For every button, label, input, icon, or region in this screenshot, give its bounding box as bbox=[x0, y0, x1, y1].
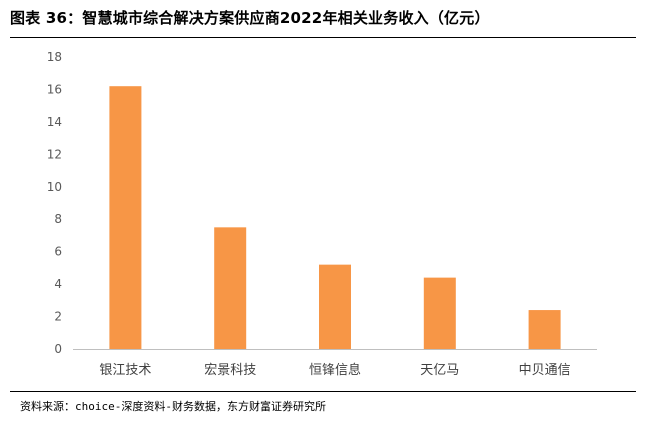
y-tick-label: 10 bbox=[47, 180, 62, 194]
y-tick-label: 4 bbox=[54, 277, 62, 291]
bars bbox=[109, 86, 561, 349]
y-tick-label: 8 bbox=[54, 212, 62, 226]
y-tick-label: 16 bbox=[47, 82, 62, 96]
bar-2 bbox=[214, 227, 247, 349]
y-tick-label: 6 bbox=[54, 245, 62, 259]
bar-5 bbox=[528, 310, 561, 349]
x-axis-labels: 银江技术 宏景科技 恒锋信息 天亿马 中贝通信 bbox=[99, 362, 570, 378]
y-tick-label: 12 bbox=[47, 147, 62, 161]
y-tick-label: 2 bbox=[54, 310, 62, 324]
y-tick-label: 0 bbox=[54, 342, 62, 356]
y-tick-label: 18 bbox=[47, 50, 62, 64]
source-note: 资料来源：choice-深度资料-财务数据，东方财富证券研究所 bbox=[20, 400, 326, 413]
x-category-label: 恒锋信息 bbox=[309, 362, 361, 378]
x-category-label: 银江技术 bbox=[99, 363, 151, 378]
bar-4 bbox=[423, 277, 456, 349]
bar-1 bbox=[109, 86, 142, 349]
x-category-label: 中贝通信 bbox=[519, 363, 571, 378]
chart-title: 图表 36：智慧城市综合解决方案供应商2022年相关业务收入（亿元） bbox=[10, 9, 490, 27]
x-category-label: 天亿马 bbox=[420, 363, 459, 378]
title-rule bbox=[10, 37, 636, 38]
source-rule bbox=[10, 391, 636, 392]
x-category-label: 宏景科技 bbox=[204, 363, 256, 378]
bar-3 bbox=[319, 264, 351, 349]
y-axis-ticks: 0 2 4 6 8 10 12 14 16 18 bbox=[47, 50, 62, 356]
y-tick-label: 14 bbox=[47, 115, 62, 129]
